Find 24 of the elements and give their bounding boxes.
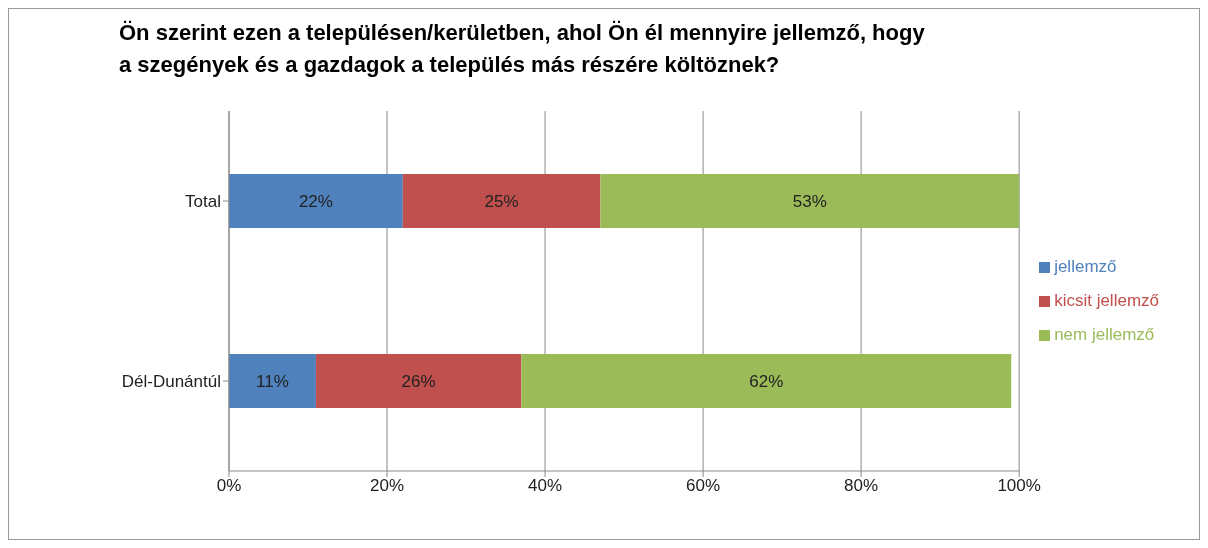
bar: [600, 174, 1020, 228]
data-label: 62%: [749, 371, 784, 391]
bar: [521, 354, 1012, 408]
data-label: 11%: [256, 371, 289, 391]
legend-label: kicsit jellemző: [1054, 291, 1159, 310]
data-label: 26%: [401, 371, 436, 391]
x-tick-label: 80%: [844, 476, 879, 496]
x-tick-label: 60%: [686, 476, 721, 496]
x-tick-label: 100%: [997, 476, 1041, 496]
data-label: 53%: [792, 191, 827, 211]
bar: [229, 174, 403, 228]
x-tick-label: 20%: [370, 476, 405, 496]
chart-title: Ön szerint ezen a településen/kerületben, ahol Ön él mennyire jellemző, hogy a szegények és a gazdagok a település más részére költöznek?: [119, 19, 926, 79]
bar: [402, 174, 601, 228]
x-tick-label: 0%: [216, 476, 242, 496]
y-tick-label: Total: [185, 192, 221, 212]
bar: [229, 354, 316, 408]
data-label: 22%: [298, 191, 333, 211]
bar: [315, 354, 522, 408]
legend-label: nem jellemző: [1054, 325, 1155, 344]
legend-label: jellemző: [1054, 257, 1117, 276]
x-tick-label: 40%: [528, 476, 563, 496]
data-label: 25%: [484, 191, 519, 211]
y-tick-label: Dél-Dunántúl: [121, 372, 221, 392]
